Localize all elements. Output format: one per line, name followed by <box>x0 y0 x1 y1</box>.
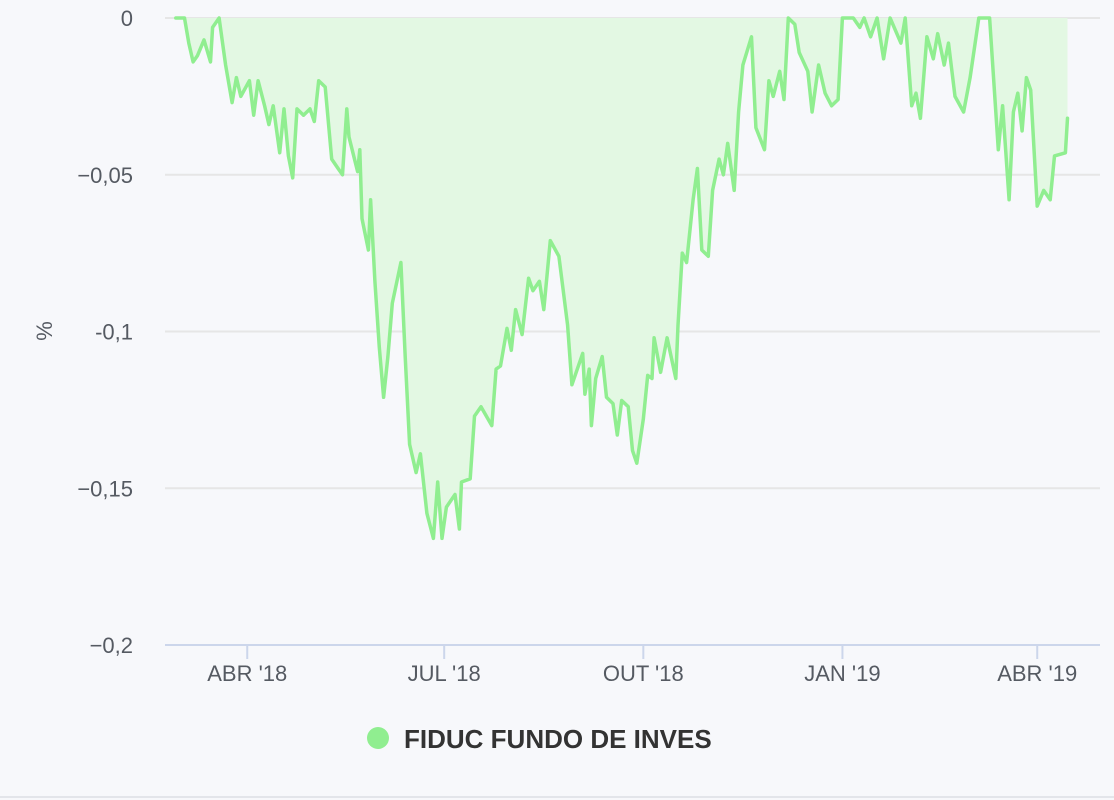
area-layer <box>174 16 1070 541</box>
series-area-fill <box>175 18 1068 539</box>
y-tick-labels: 0 −0,05 -0,1 −0,15 −0,2 <box>77 6 133 658</box>
x-tick-label: ABR '18 <box>207 661 287 686</box>
y-tick-label: −0,15 <box>77 476 133 501</box>
y-tick-label: -0,1 <box>95 320 133 345</box>
legend[interactable]: FIDUC FUNDO DE INVES <box>367 724 712 754</box>
y-tick-label: 0 <box>121 6 133 31</box>
x-tick-label: JAN '19 <box>804 661 880 686</box>
x-tick-label: OUT '18 <box>603 661 684 686</box>
y-axis-title: % <box>32 321 57 341</box>
bottom-border <box>0 796 1114 798</box>
y-tick-label: −0,2 <box>90 633 133 658</box>
legend-series-label[interactable]: FIDUC FUNDO DE INVES <box>404 724 712 754</box>
x-tick-label: ABR '19 <box>997 661 1077 686</box>
x-tick-labels: ABR '18 JUL '18 OUT '18 JAN '19 ABR '19 <box>207 661 1077 686</box>
legend-marker <box>367 727 389 749</box>
axis-layer <box>165 644 1100 659</box>
y-tick-label: −0,05 <box>77 163 133 188</box>
x-tick-label: JUL '18 <box>408 661 481 686</box>
series-line[interactable] <box>174 16 1070 541</box>
